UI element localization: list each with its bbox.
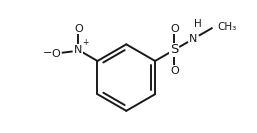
Text: O: O <box>170 24 179 34</box>
Text: S: S <box>170 43 178 56</box>
Text: O: O <box>74 24 83 34</box>
Text: +: + <box>82 38 88 47</box>
Text: N: N <box>74 45 82 55</box>
Text: N: N <box>189 34 198 44</box>
Text: CH₃: CH₃ <box>217 22 237 32</box>
Text: O: O <box>170 66 179 76</box>
Text: −: − <box>43 48 52 58</box>
Text: H: H <box>194 19 202 29</box>
Text: O: O <box>52 49 60 59</box>
